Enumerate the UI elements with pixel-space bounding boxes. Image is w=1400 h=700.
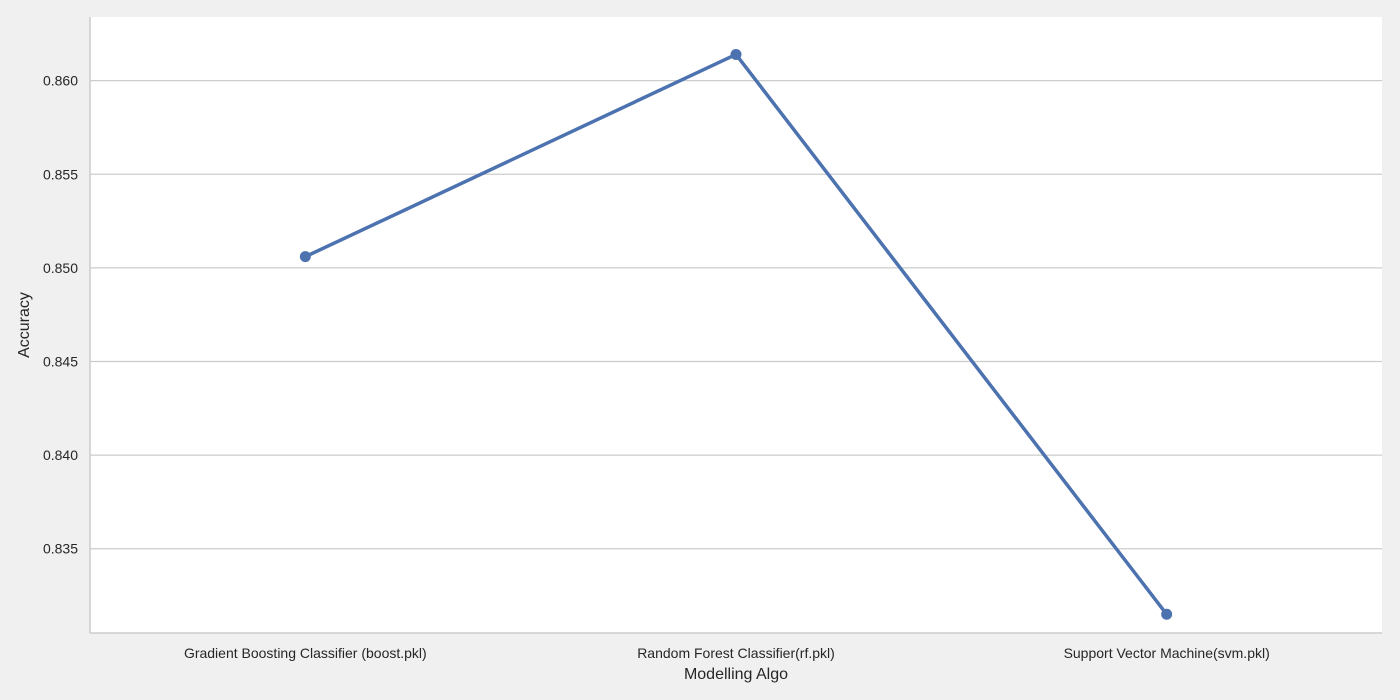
y-tick-label: 0.855 bbox=[43, 166, 78, 182]
y-tick-label: 0.835 bbox=[43, 541, 78, 557]
y-tick-label: 0.840 bbox=[43, 447, 78, 463]
data-point bbox=[299, 251, 311, 263]
y-axis-title: Accuracy bbox=[16, 292, 33, 358]
gridlines bbox=[90, 80, 1382, 550]
series bbox=[299, 48, 1173, 620]
data-point bbox=[730, 48, 742, 60]
y-tick-labels: 0.835 0.840 0.845 0.850 0.855 0.860 bbox=[43, 73, 78, 557]
x-axis-title: Modelling Algo bbox=[684, 666, 788, 683]
y-tick-label: 0.845 bbox=[43, 354, 78, 370]
y-tick-label: 0.850 bbox=[43, 260, 78, 276]
x-tick-label: Support Vector Machine(svm.pkl) bbox=[1064, 645, 1270, 661]
data-point bbox=[1161, 608, 1173, 620]
x-tick-label: Gradient Boosting Classifier (boost.pkl) bbox=[184, 645, 427, 661]
x-tick-label: Random Forest Classifier(rf.pkl) bbox=[637, 645, 835, 661]
plot-area bbox=[90, 17, 1382, 633]
y-tick-label: 0.860 bbox=[43, 73, 78, 89]
x-tick-labels: Gradient Boosting Classifier (boost.pkl)… bbox=[184, 645, 1270, 661]
